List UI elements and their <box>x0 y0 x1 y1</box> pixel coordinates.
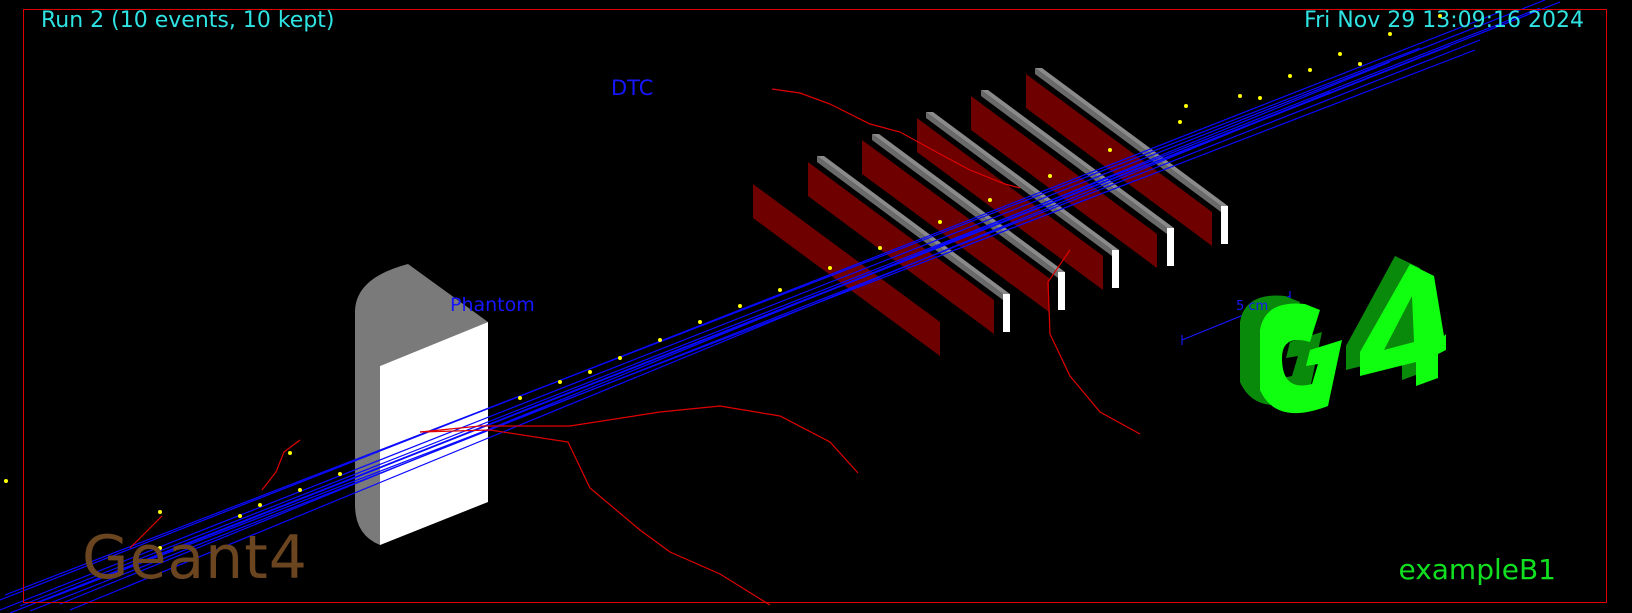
phantom-side <box>355 264 488 545</box>
detector-bar <box>1035 68 1228 206</box>
detector-bar <box>872 134 1058 278</box>
detector-bar <box>872 134 1065 272</box>
step-points <box>4 14 1442 567</box>
detector-bar <box>981 90 1174 228</box>
detector-bar <box>1035 68 1221 212</box>
detector-bar-end <box>1058 272 1065 310</box>
secondary-tracks <box>129 88 1141 606</box>
g4-logo-front <box>1260 303 1342 414</box>
detector-plate <box>971 96 1157 268</box>
detector-bars <box>817 68 1228 332</box>
detector-bar-end <box>1112 250 1119 288</box>
detector-bar <box>981 90 1167 234</box>
example-name-label: exampleB1 <box>1398 553 1556 586</box>
phantom <box>355 264 488 545</box>
scale-label: 5 cm <box>1236 299 1269 314</box>
detector-bar <box>817 156 1010 294</box>
detector-bar-end <box>1167 228 1174 266</box>
phantom-face <box>380 322 488 545</box>
datetime-text: Fri Nov 29 13:09:16 2024 <box>1304 8 1584 33</box>
detector-bar <box>926 112 1119 250</box>
detector-plate <box>1026 74 1212 246</box>
phantom-label: Phantom <box>450 294 535 316</box>
detector-bar-end <box>1003 294 1010 332</box>
detector-bar <box>817 156 1003 300</box>
geant4-logo: Geant4 <box>82 523 308 593</box>
detector-bar <box>926 112 1112 256</box>
detector-bar-end <box>1221 206 1228 244</box>
g4-logo <box>1240 256 1446 414</box>
primary-tracks <box>0 0 1561 613</box>
detector-label: DTC <box>611 76 654 100</box>
run-info-text: Run 2 (10 events, 10 kept) <box>41 8 335 33</box>
g4-logo-hole <box>1384 296 1414 350</box>
